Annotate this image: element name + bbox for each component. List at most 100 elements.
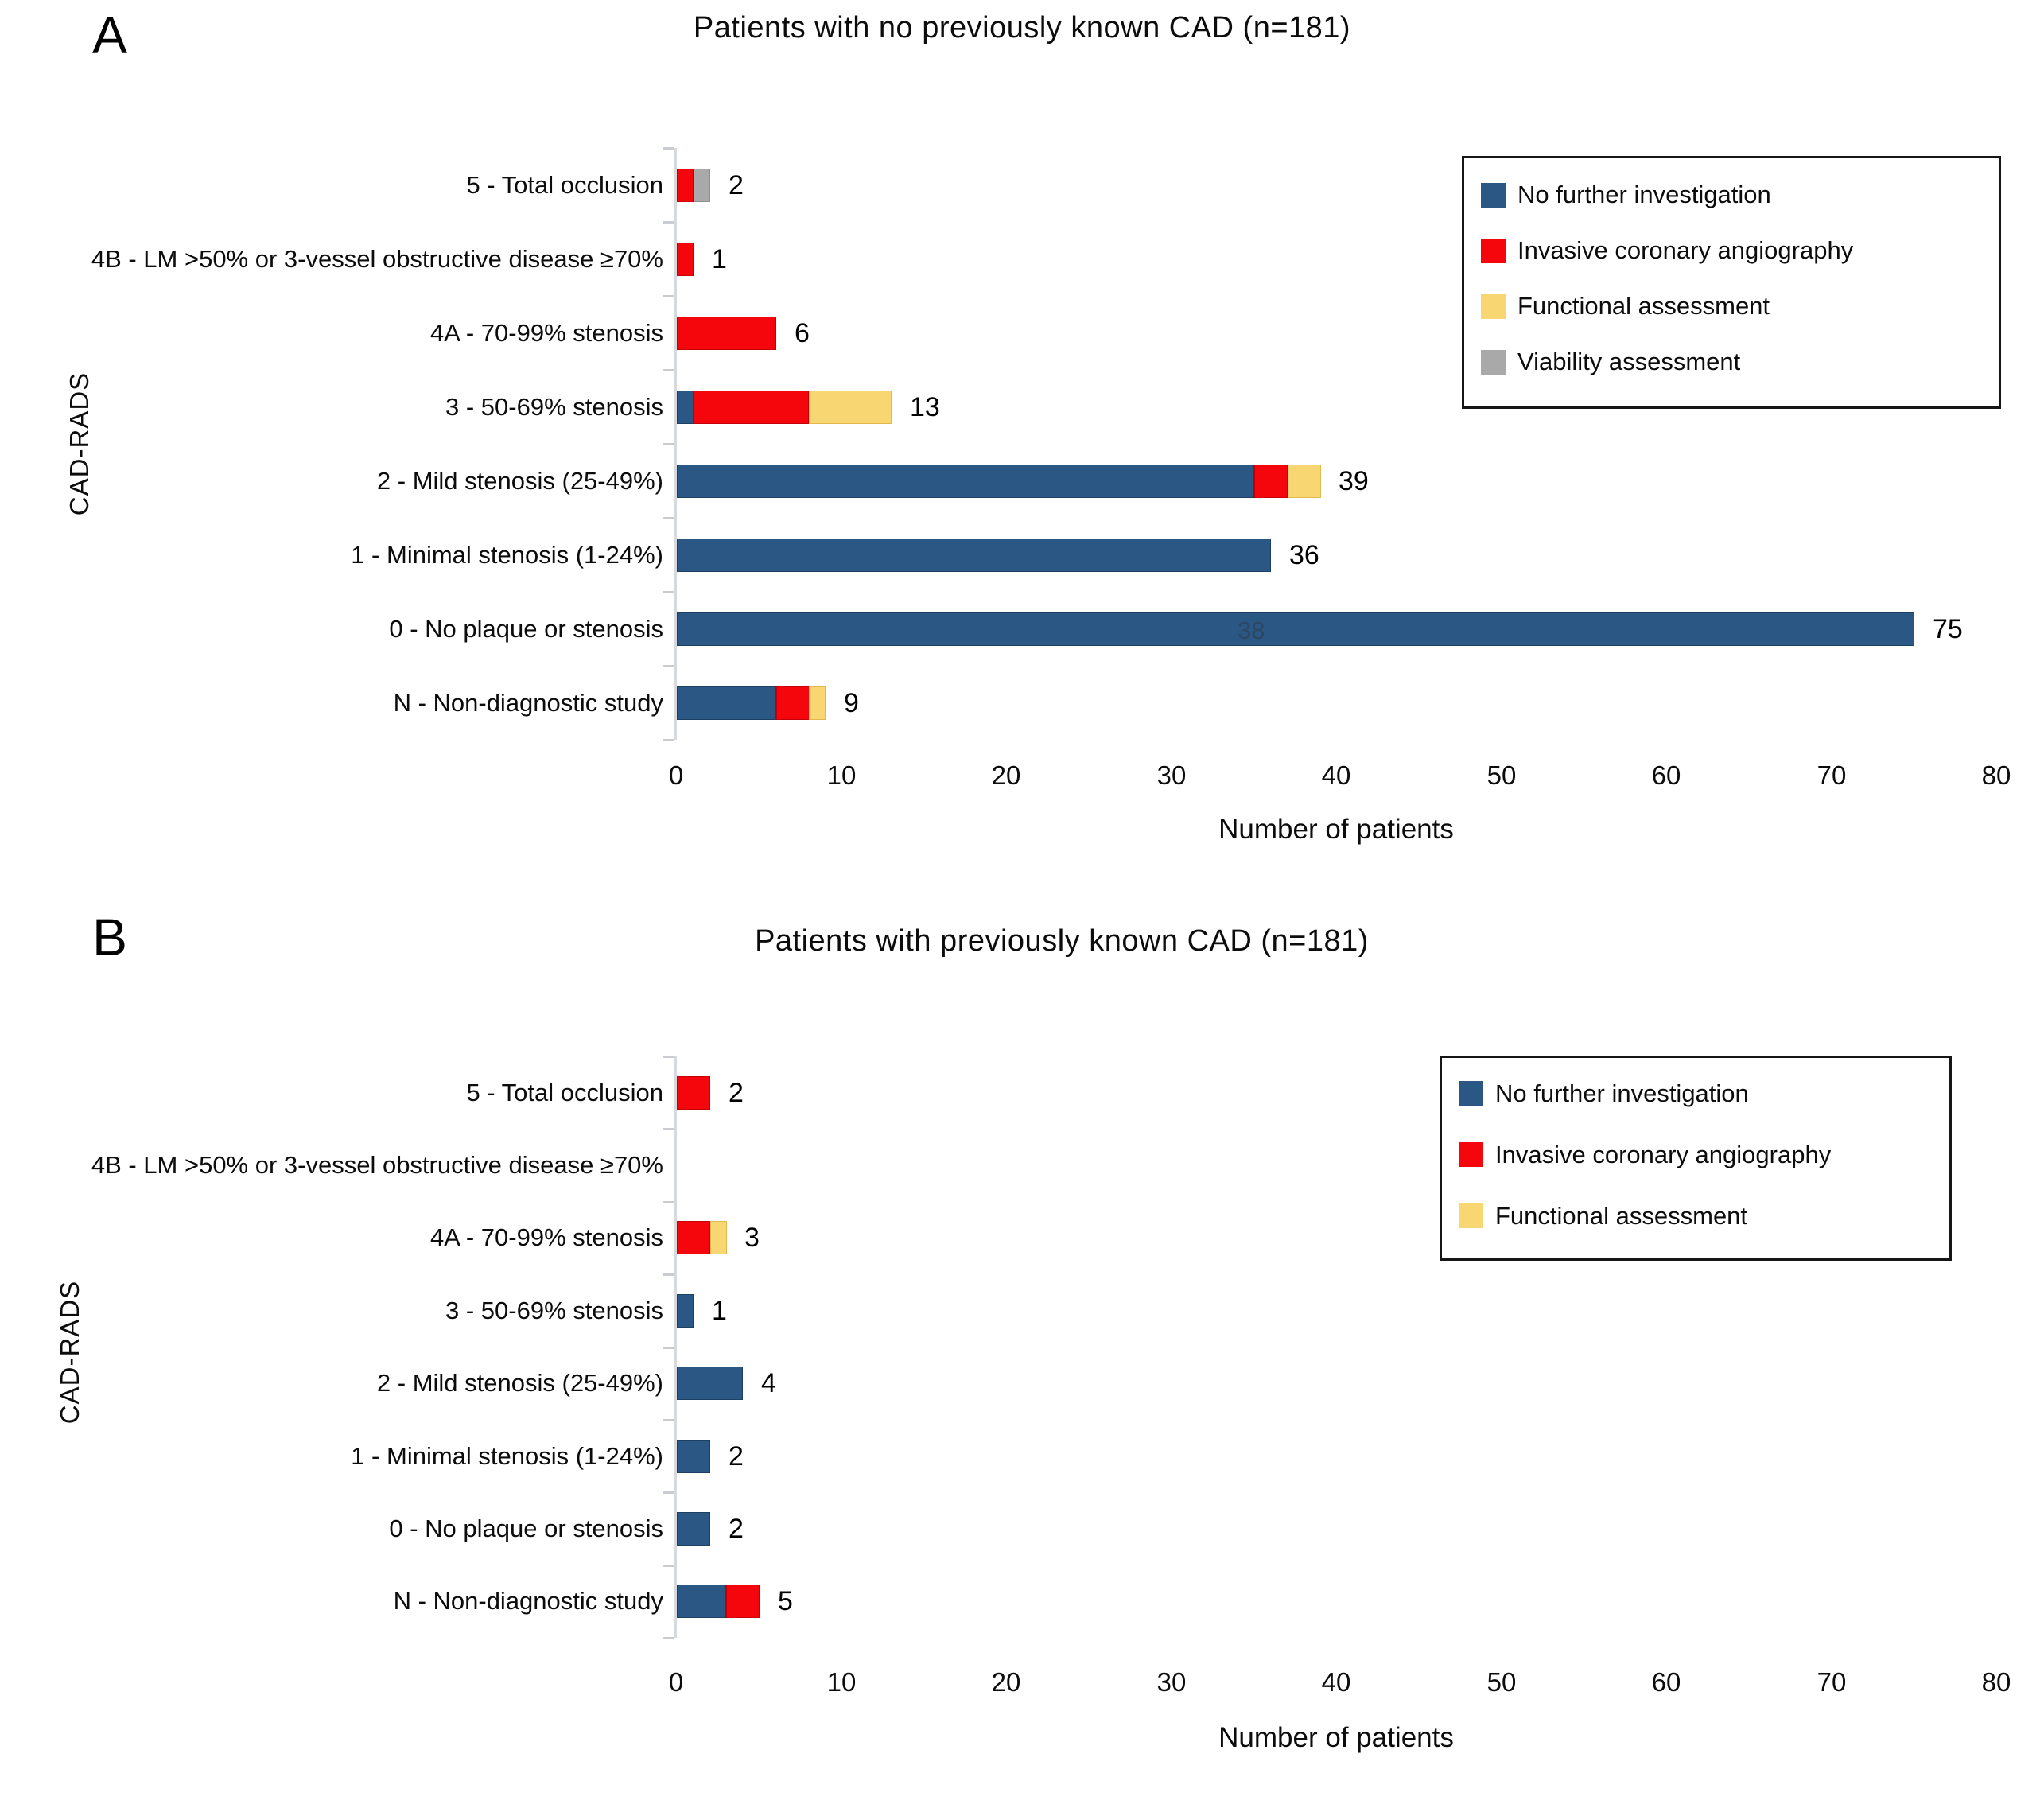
panel-b-axis-tick [663, 1637, 674, 1639]
panel-a-bar-value-label: 2 [729, 170, 744, 200]
panel-a-legend [1462, 156, 2001, 409]
bar-segment-functional [809, 686, 826, 720]
bar-segment-no_further [677, 1585, 726, 1618]
bar-segment-no_further [677, 1440, 710, 1473]
panel-a-x-tick-label: 50 [1486, 760, 1517, 790]
panel-b-axis-tick [663, 1201, 674, 1203]
panel-a-x-tick-label: 30 [1156, 760, 1187, 790]
panel-a-y-axis-title: CAD-RADS [64, 371, 94, 516]
panel-b-axis-tick [663, 1056, 674, 1058]
panel-a-axis-tick [663, 517, 674, 519]
panel-a-x-tick-label: 0 [668, 760, 684, 790]
bar-segment-functional [809, 391, 892, 424]
panel-b-x-tick-label: 60 [1651, 1667, 1681, 1697]
panel-a-bar-row [677, 465, 1321, 498]
panel-b-legend-item: Invasive coronary angiography [1459, 1124, 1939, 1185]
bar-segment-viability [694, 169, 710, 202]
panel-b-x-tick-label: 80 [1981, 1667, 2011, 1697]
panel-a-bar-value-label: 36 [1289, 540, 1319, 570]
panel-b-axis-tick [663, 1565, 674, 1567]
panel-a-axis-tick [663, 147, 674, 150]
panel-b-x-axis-title: Number of patients [1218, 1722, 1454, 1753]
panel-a-legend-item: No further investigation [1481, 167, 1988, 223]
panel-a-bar-row [677, 391, 892, 424]
bar-segment-no_further [677, 1294, 694, 1328]
panel-a-legend-item: Viability assessment [1481, 334, 1988, 390]
panel-a-category-label: 3 - 50-69% stenosis [445, 393, 663, 421]
bar-segment-ica [677, 317, 776, 350]
panel-b-category-label: 1 - Minimal stenosis (1-24%) [351, 1442, 663, 1470]
panel-a-bar-value-label: 6 [795, 318, 810, 348]
panel-b-legend [1440, 1056, 1952, 1261]
bar-segment-functional [710, 1221, 727, 1254]
panel-b-axis-tick [663, 1347, 674, 1349]
panel-b-x-tick-label: 40 [1321, 1667, 1351, 1697]
panel-a-category-label: 5 - Total occlusion [466, 171, 663, 199]
legend-label: Invasive coronary angiography [1517, 236, 1854, 264]
panel-a-bar-row [677, 317, 776, 350]
panel-b-legend-item: No further investigation [1459, 1063, 1939, 1124]
panel-a-x-tick-label: 40 [1321, 760, 1351, 790]
legend-label: Viability assessment [1517, 348, 1741, 375]
bar-segment-no_further [677, 686, 776, 720]
panel-b-axis-tick [663, 1491, 674, 1494]
panel-a-axis-tick [663, 295, 674, 297]
panel-a-x-axis-title: Number of patients [1218, 814, 1454, 845]
ica-legend-swatch-icon [1459, 1142, 1483, 1167]
panel-a-category-label: 0 - No plaque or stenosis [389, 615, 663, 643]
ica-legend-swatch-icon [1481, 238, 1506, 263]
panel-b-bar-value-label: 2 [729, 1441, 744, 1472]
panel-b-bar-value-label: 2 [729, 1078, 744, 1108]
panel-b-axis-tick [663, 1128, 674, 1130]
bar-segment-no_further [677, 465, 1254, 498]
panel-b-x-tick-label: 70 [1817, 1667, 1847, 1697]
bar-segment-ica [677, 1221, 710, 1254]
functional-legend-swatch-icon [1459, 1203, 1483, 1228]
panel-a-axis-tick [663, 591, 674, 593]
panel-b-letter: B [92, 908, 128, 966]
panel-a-category-label: 4B - LM >50% or 3-vessel obstructive dis… [91, 245, 663, 273]
legend-label: Functional assessment [1517, 292, 1770, 320]
panel-b-bar-value-label: 1 [712, 1296, 727, 1326]
panel-b-x-tick-label: 20 [991, 1667, 1021, 1697]
panel-a-axis-tick [663, 369, 674, 371]
panel-b-x-tick-label: 10 [826, 1667, 857, 1697]
bar-segment-ica [677, 169, 694, 202]
panel-b-bar-row [677, 1512, 710, 1546]
bar-segment-ica [726, 1585, 760, 1618]
panel-a-bar-value-label: 75 [1933, 614, 1963, 644]
bar-segment-ica [776, 686, 810, 720]
panel-b-x-tick-label: 30 [1156, 1667, 1187, 1697]
panel-a-bar-value-label: 1 [712, 244, 727, 274]
functional-legend-swatch-icon [1481, 294, 1506, 319]
panel-b-bar-row [677, 1440, 710, 1473]
panel-a-bar-row [677, 612, 1914, 646]
bar-segment-no_further [677, 539, 1271, 572]
bar-segment-no_further [677, 612, 1914, 646]
panel-a-bar-value-label: 39 [1339, 466, 1369, 496]
panel-a-axis-tick [663, 665, 674, 667]
panel-b-category-label: 5 - Total occlusion [466, 1079, 663, 1106]
panel-b-bar-row [677, 1221, 727, 1254]
panel-b-bar-row [677, 1076, 710, 1110]
panel-a-bar-value-label: 13 [910, 392, 940, 422]
panel-a-bar-row [677, 169, 710, 202]
panel-a-x-tick-label: 70 [1817, 760, 1847, 790]
panel-b-x-tick-label: 0 [668, 1667, 684, 1697]
bar-segment-ica [694, 391, 809, 424]
panel-a-y-axis-line [674, 148, 677, 740]
panel-a-x-tick-label: 60 [1651, 760, 1681, 790]
bar-segment-no_further [677, 1512, 710, 1546]
panel-a-category-label: 2 - Mild stenosis (25-49%) [376, 467, 663, 495]
bar-segment-no_further [677, 391, 694, 424]
panel-a-x-tick-label: 80 [1981, 760, 2011, 790]
panel-a-category-label: N - Non-diagnostic study [393, 689, 663, 717]
bar-segment-ica [677, 1076, 710, 1110]
panel-a-title: Patients with no previously known CAD (n… [693, 11, 1351, 45]
bar-segment-ica [1254, 465, 1288, 498]
bar-segment-ica [677, 243, 694, 276]
panel-a-ghost-artifact-label: 38 [1238, 616, 1265, 644]
panel-a-category-label: 1 - Minimal stenosis (1-24%) [351, 541, 663, 569]
panel-b-x-tick-label: 50 [1486, 1667, 1517, 1697]
